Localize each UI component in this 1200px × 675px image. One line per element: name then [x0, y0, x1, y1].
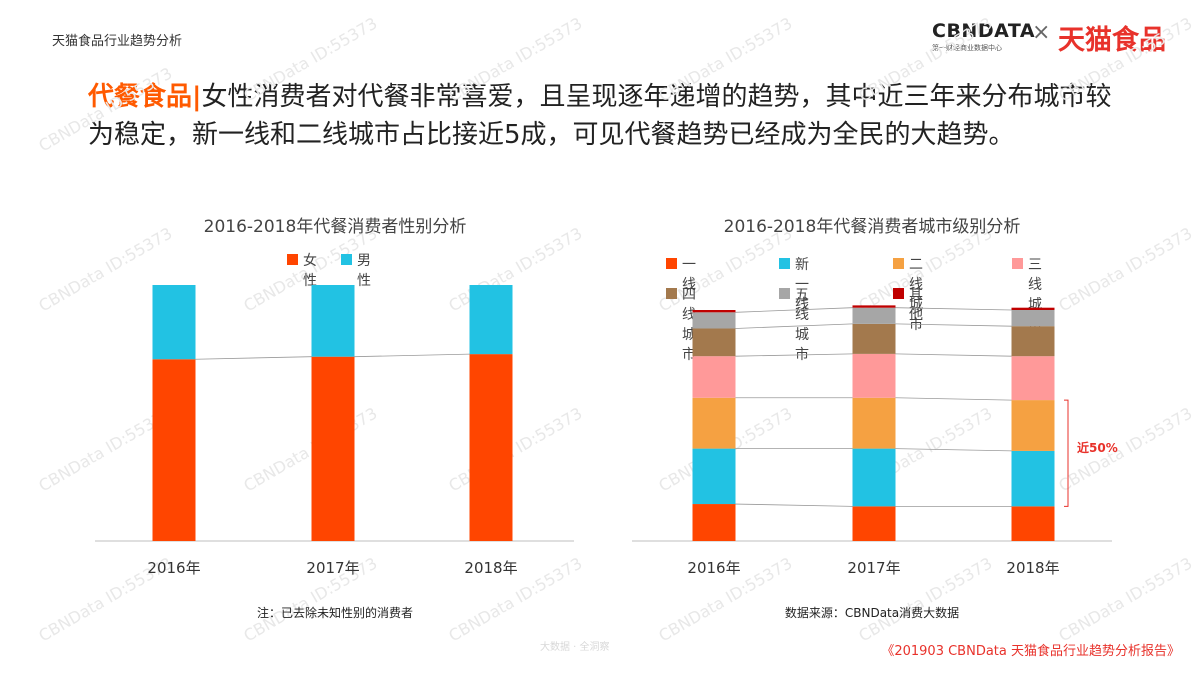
cbndata-logo: CBNDATA — [932, 20, 1036, 42]
connector-line — [195, 356, 312, 360]
bar-segment — [1011, 506, 1055, 541]
bar-segment — [311, 285, 355, 357]
annotation-bracket — [1064, 399, 1069, 507]
connector-line — [354, 353, 470, 358]
bar-segment — [1011, 400, 1055, 451]
connector-line — [895, 448, 1012, 452]
connector-line — [735, 323, 853, 329]
bar-segment — [852, 448, 896, 507]
gender-chart-note: 注：已去除未知性别的消费者 — [256, 606, 413, 620]
connector-line — [735, 503, 853, 507]
bar-segment — [1011, 307, 1055, 310]
legend-label: 五线城市 — [795, 287, 809, 363]
headline-prefix: 代餐食品| — [88, 82, 202, 112]
bar-segment — [1011, 450, 1055, 507]
legend-swatch — [1012, 258, 1023, 269]
brand-logos: CBNDATA 第一财经商业数据中心 × 天猫食品 — [932, 16, 1182, 60]
headline-text: 女性消费者对代餐非常喜爱，且呈现逐年递增的趋势，其中近三年来分布城市较为稳定，新… — [88, 82, 1112, 150]
bar-segment — [692, 397, 736, 449]
footer-slogan: 大数据 · 全洞察 — [540, 642, 610, 653]
bar-segment — [852, 506, 896, 541]
connector-line — [895, 323, 1012, 327]
tmall-food-logo: 天猫食品 — [1058, 25, 1166, 56]
bar-segment — [152, 359, 196, 541]
connector-line — [895, 307, 1012, 311]
bar-segment — [692, 356, 736, 398]
annotation-label: 近50% — [1077, 440, 1118, 455]
bar-segment — [852, 323, 896, 354]
bar-segment — [852, 305, 896, 308]
legend-label: 其他 — [909, 287, 923, 323]
connector-line — [895, 353, 1012, 357]
bar-segment — [692, 504, 736, 541]
bar-segment — [692, 328, 736, 357]
legend-swatch — [287, 254, 298, 265]
bar-segment — [152, 285, 196, 360]
legend-swatch — [666, 258, 677, 269]
bar-segment — [1011, 356, 1055, 401]
legend-label: 一线 — [682, 257, 696, 293]
legend-label: 二线城市 — [909, 257, 923, 333]
headline: 代餐食品|女性消费者对代餐非常喜爱，且呈现逐年递增的趋势，其中近三年来分布城市较… — [88, 78, 1128, 154]
bar-segment — [852, 397, 896, 449]
x-tick-label: 2016年 — [687, 559, 740, 577]
bar-segment — [1011, 326, 1055, 357]
bar-segment — [1011, 310, 1055, 327]
report-title: 天猫食品行业趋势分析 — [52, 34, 183, 49]
bar-segment — [692, 310, 736, 313]
x-tick-label: 2018年 — [464, 559, 517, 577]
bar-segment — [852, 307, 896, 324]
legend-swatch — [779, 258, 790, 269]
x-tick-label: 2017年 — [306, 559, 359, 577]
legend-swatch — [341, 254, 352, 265]
bar-segment — [692, 448, 736, 505]
logo-separator: × — [1032, 20, 1051, 45]
bar-segment — [469, 354, 513, 541]
x-tick-label: 2018年 — [1006, 559, 1059, 577]
legend-swatch — [893, 288, 904, 299]
bar-segment — [469, 285, 513, 355]
city-chart-note: 数据来源：CBNData消费大数据 — [784, 606, 960, 620]
x-tick-label: 2017年 — [847, 559, 900, 577]
report-source: 《201903 CBNData 天猫食品行业趋势分析报告》 — [881, 644, 1180, 659]
bar-segment — [852, 353, 896, 398]
cbndata-logo-subtitle: 第一财经商业数据中心 — [932, 44, 1002, 52]
x-tick-label: 2016年 — [147, 559, 200, 577]
legend-swatch — [666, 288, 677, 299]
connector-line — [735, 353, 853, 357]
gender-chart-title: 2016-2018年代餐消费者性别分析 — [203, 217, 467, 237]
legend-swatch — [893, 258, 904, 269]
connector-line — [895, 397, 1012, 401]
bar-segment — [311, 356, 355, 541]
legend-swatch — [779, 288, 790, 299]
city-chart-title: 2016-2018年代餐消费者城市级别分析 — [723, 217, 1021, 237]
bar-segment — [692, 312, 736, 329]
legend-label: 新一线 — [795, 257, 809, 313]
connector-line — [735, 307, 853, 313]
legend-label: 男性 — [357, 253, 371, 289]
